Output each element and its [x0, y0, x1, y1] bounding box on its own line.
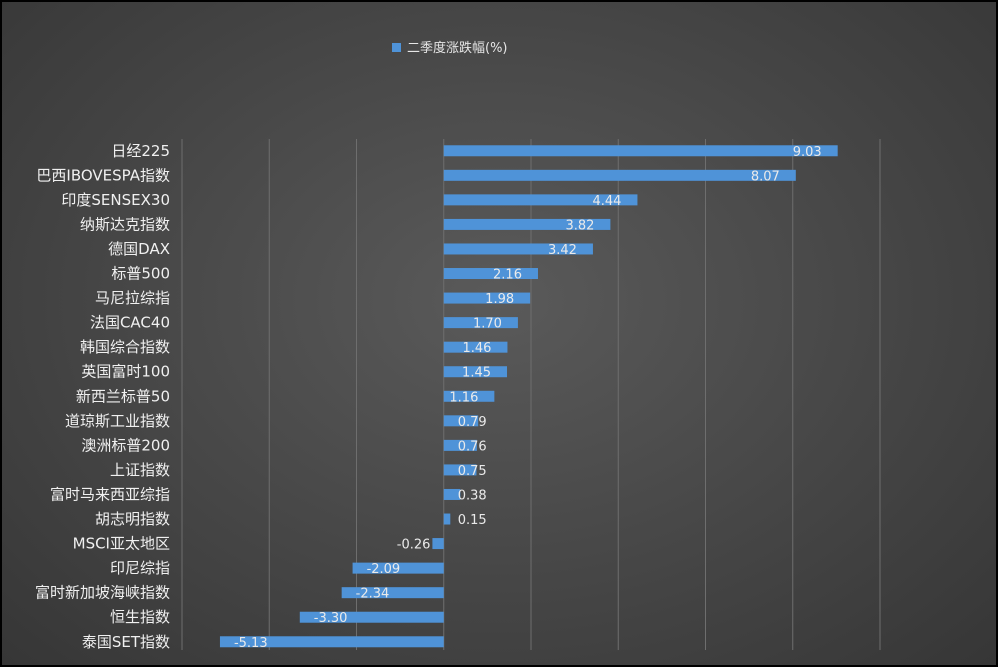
bar	[352, 562, 444, 574]
value-label: 0.76	[458, 439, 487, 454]
value-label: 1.16	[449, 390, 478, 405]
bar	[443, 390, 495, 402]
bar	[443, 218, 611, 230]
bar	[443, 145, 838, 157]
bar	[341, 587, 444, 599]
value-label: 0.79	[458, 415, 487, 430]
value-label: -0.26	[397, 538, 431, 553]
value-label: 4.44	[592, 194, 621, 209]
category-label: 胡志明指数	[95, 510, 170, 528]
category-label: 标普500	[111, 265, 170, 283]
value-label: 2.16	[493, 268, 522, 283]
bar	[443, 194, 638, 206]
category-label: 法国CAC40	[90, 314, 170, 332]
bar	[443, 488, 461, 500]
bar	[443, 366, 508, 378]
value-label: -2.09	[367, 562, 401, 577]
bar	[443, 292, 531, 304]
category-label: 巴西IBOVESPA指数	[36, 166, 170, 184]
bar	[443, 243, 593, 255]
value-label: -3.30	[314, 611, 348, 626]
legend: 二季度涨跌幅(%)	[392, 40, 508, 56]
gridlines	[181, 139, 881, 650]
bar	[443, 439, 477, 451]
value-label: -2.34	[356, 587, 390, 602]
value-label: 0.38	[458, 488, 487, 503]
legend-label: 二季度涨跌幅(%)	[407, 40, 508, 56]
legend-swatch	[392, 43, 401, 52]
bar	[443, 415, 479, 427]
category-label: 纳斯达克指数	[80, 215, 170, 233]
bar	[443, 268, 538, 280]
category-label: 富时新加坡海峡指数	[35, 584, 170, 602]
value-label: 0.15	[458, 513, 487, 528]
value-label: -5.13	[234, 636, 268, 651]
value-label: 9.03	[793, 145, 822, 160]
category-label: 韩国综合指数	[80, 338, 170, 356]
category-label: 德国DAX	[108, 240, 170, 258]
category-label: 印尼综指	[110, 559, 170, 577]
value-label: 0.75	[458, 464, 487, 479]
value-label: 1.45	[462, 366, 491, 381]
bar	[443, 464, 477, 476]
value-label: 8.07	[751, 169, 780, 184]
bar	[443, 341, 508, 353]
bar	[443, 317, 518, 329]
category-label: MSCI亚太地区	[73, 535, 170, 553]
bars	[219, 145, 838, 648]
category-label: 恒生指数	[110, 608, 170, 626]
category-label: 泰国SET指数	[82, 633, 170, 651]
bar	[443, 169, 796, 181]
value-label: 1.70	[473, 317, 502, 332]
bar	[443, 513, 451, 525]
bar	[432, 538, 444, 550]
category-label: 新西兰标普50	[76, 387, 170, 405]
category-label: 印度SENSEX30	[61, 191, 170, 209]
value-labels: 9.03 8.07 4.44 3.82 3.42 2.16 1.98 1.70 1.46 1.45…	[234, 145, 822, 651]
category-label: 富时马来西亚综指	[50, 485, 170, 503]
value-label: 3.82	[565, 218, 594, 233]
category-label: 澳洲标普200	[81, 436, 170, 454]
value-label: 1.46	[462, 341, 491, 356]
category-label: 上证指数	[110, 461, 170, 479]
value-label: 3.42	[548, 243, 577, 258]
category-label: 日经225	[111, 142, 170, 160]
bar	[299, 611, 444, 623]
value-label: 1.98	[485, 292, 514, 307]
bar	[219, 636, 444, 648]
category-label: 马尼拉综指	[95, 289, 170, 307]
category-label: 英国富时100	[81, 363, 170, 381]
category-label: 道琼斯工业指数	[65, 412, 170, 430]
